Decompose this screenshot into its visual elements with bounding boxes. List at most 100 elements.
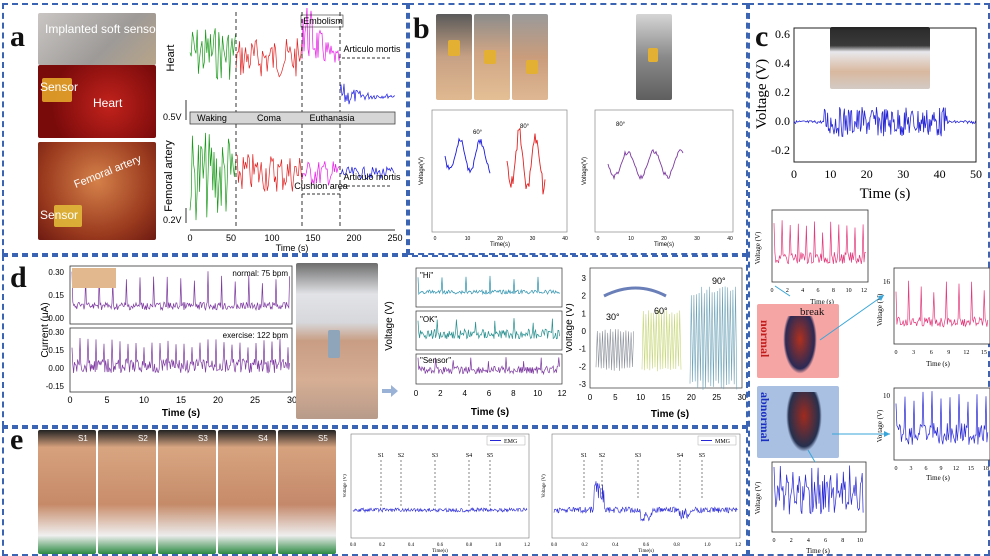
tick-label: 4 bbox=[462, 389, 467, 398]
tick-label: 5 bbox=[104, 395, 109, 405]
tick-label: 0.2 bbox=[379, 543, 386, 548]
leg-photo-s5 bbox=[278, 430, 336, 554]
c-main-trace bbox=[793, 107, 976, 138]
panel-letter-a: a bbox=[10, 20, 25, 53]
phase-coma: Coma bbox=[257, 113, 281, 123]
tick-label: 0.6 bbox=[437, 543, 444, 548]
leg-label-s4: S4 bbox=[258, 434, 268, 443]
tick-label: 20 bbox=[213, 395, 223, 405]
d-current-ylabel: Current (μA) bbox=[40, 302, 51, 357]
heart-label: Heart bbox=[93, 96, 123, 110]
tick-label: 0.0 bbox=[775, 114, 790, 128]
c-main-ylabel: Voltage (V) bbox=[754, 59, 770, 129]
panel-b bbox=[408, 3, 748, 255]
phase-euthanasia: Euthanasia bbox=[309, 113, 354, 123]
tick-label: 10 bbox=[465, 236, 471, 242]
b1-ylabel: Voltage(V) bbox=[419, 157, 425, 185]
tick-label: 12 bbox=[558, 389, 567, 398]
arm-bend-photo-1 bbox=[436, 14, 472, 100]
b1-angle-80: 80° bbox=[520, 124, 530, 130]
tick-label: 30 bbox=[738, 393, 746, 402]
panel-letter-e: e bbox=[10, 423, 24, 456]
c-blue3-xlabel: Time (s) bbox=[806, 547, 830, 555]
c-pink2-trace bbox=[895, 280, 989, 328]
tick-label: 12 bbox=[953, 466, 959, 472]
d-arrow bbox=[382, 385, 398, 397]
leg-photo-s4 bbox=[218, 430, 276, 554]
tick-label: 10 bbox=[846, 288, 852, 294]
break-label: break bbox=[800, 306, 825, 318]
leg-label-s2: S2 bbox=[138, 434, 148, 443]
tick-label: 4 bbox=[807, 538, 810, 544]
tick-label: 6 bbox=[824, 538, 827, 544]
tick-label: 10 bbox=[628, 236, 634, 242]
tick-label: 0.4 bbox=[612, 543, 619, 548]
c-blue2-ylabel: Voltage (V) bbox=[876, 409, 884, 442]
b2-angle-80: 80° bbox=[616, 122, 626, 128]
note-exercise: exercise: 122 bpm bbox=[223, 331, 289, 340]
voice-sensor-trace bbox=[417, 357, 560, 376]
tick-label: 0 bbox=[597, 236, 600, 242]
tick-label: 10 bbox=[636, 393, 645, 402]
tick-label: 0.0 bbox=[350, 543, 357, 548]
voice-ok-trace bbox=[417, 318, 560, 340]
c-blue2-ytick: 10 bbox=[883, 392, 891, 400]
tick-label: 6 bbox=[817, 288, 820, 294]
tick-label: 12 bbox=[963, 350, 969, 356]
tick-label: 0 bbox=[791, 167, 797, 181]
c-blue2-trace bbox=[895, 391, 989, 445]
c-blue3-trace bbox=[773, 465, 864, 515]
articulo-mortis-2: Articulo mortis bbox=[343, 172, 401, 182]
tick-label: 40 bbox=[727, 236, 733, 242]
tick-label: 2 bbox=[582, 292, 587, 301]
sensor-on-arm-4 bbox=[648, 48, 658, 62]
tick-label: 4 bbox=[801, 288, 804, 294]
tick-label: 30 bbox=[694, 236, 700, 242]
sensor-chip-1 bbox=[42, 78, 72, 102]
tick-label: 0.15 bbox=[48, 291, 64, 300]
tick-label: 20 bbox=[861, 167, 873, 181]
c-blue3-ylabel: Voltage (V) bbox=[754, 481, 762, 514]
panel-letter-d: d bbox=[10, 261, 27, 294]
chart-a-heart-femoral: Waking Coma Euthanasia Embolism Articulo… bbox=[163, 8, 403, 253]
tick-label: 50 bbox=[970, 167, 982, 181]
tick-label: 0.6 bbox=[775, 27, 790, 41]
b1-xlabel: Time(s) bbox=[490, 242, 510, 248]
emg-step-label: S1 bbox=[378, 453, 384, 459]
tick-label: 0 bbox=[895, 466, 898, 472]
leg-photo-s3 bbox=[158, 430, 216, 554]
tick-label: 200 bbox=[346, 233, 361, 243]
tick-label: -0.2 bbox=[771, 143, 790, 157]
heart-euthanasia-trace bbox=[301, 8, 341, 63]
emg-legend: EMG bbox=[504, 439, 518, 445]
tick-label: 0.30 bbox=[48, 268, 64, 277]
leg-photo-s1 bbox=[38, 430, 96, 554]
sensor-label-2: Sensor bbox=[40, 208, 79, 222]
emg-step-label: S2 bbox=[398, 453, 404, 459]
tick-label: 0 bbox=[67, 395, 72, 405]
tick-label: 0.8 bbox=[466, 543, 473, 548]
chart-e-emg: EMG S1 S2 S3 S4 S5 0.0 0.2 0.4 0.6 0.8 1.0 1.2 Vol… bbox=[343, 433, 531, 554]
sensor-on-arm-3 bbox=[526, 60, 538, 74]
mmg-xlabel: Time(s) bbox=[638, 549, 654, 554]
d-voice-ylabel: Voltage (V) bbox=[384, 301, 395, 350]
bend-90-trace bbox=[689, 286, 738, 390]
tick-label: 6 bbox=[487, 389, 492, 398]
tick-label: 15 bbox=[662, 393, 671, 402]
tick-label: 0 bbox=[771, 288, 774, 294]
c-main-xlabel: Time (s) bbox=[860, 186, 911, 202]
panel-e bbox=[2, 427, 748, 556]
c-pink-trace bbox=[773, 220, 866, 265]
chart-c-pink: 0 2 4 6 8 10 12 Voltage (V) Time (s) bbox=[754, 209, 869, 306]
chart-e-mmg: MMG S1 S2 S3 S4 S5 0.0 0.2 0.4 0.6 0.8 1.0 1.2 Vol… bbox=[542, 433, 742, 554]
tick-label: 25 bbox=[250, 395, 260, 405]
tick-label: 1.0 bbox=[495, 543, 502, 548]
tick-label: 15 bbox=[176, 395, 186, 405]
tick-label: 2 bbox=[438, 389, 443, 398]
mmg-legend: MMG bbox=[715, 439, 731, 445]
tick-label: 0 bbox=[588, 393, 593, 402]
chart-b2: 80° Voltage(V) Time(s) 0 10 20 30 40 bbox=[582, 109, 734, 248]
ylabel-heart: Heart bbox=[165, 45, 177, 72]
bend-30-trace bbox=[595, 328, 634, 371]
c-pink2-xlabel: Time (s) bbox=[926, 360, 950, 368]
